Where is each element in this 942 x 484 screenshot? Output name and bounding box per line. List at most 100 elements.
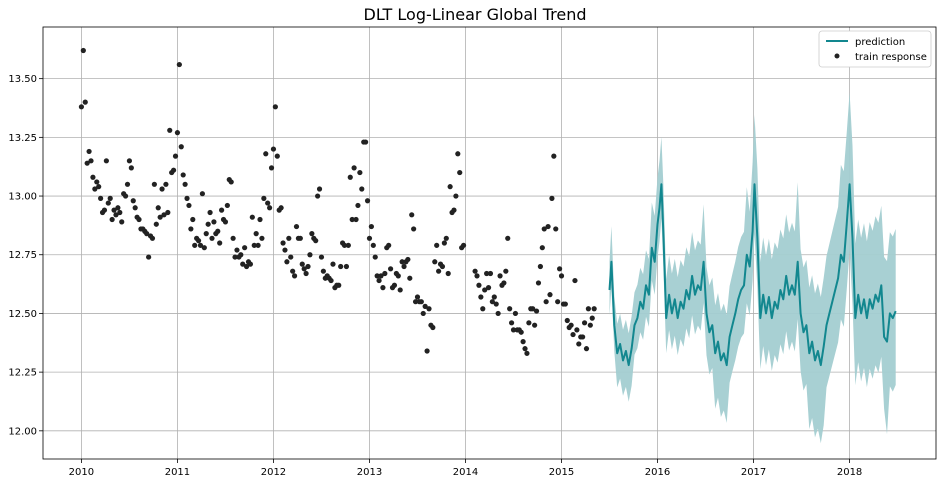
train-response-point — [107, 195, 113, 201]
train-response-point — [88, 158, 94, 164]
train-response-point — [86, 148, 92, 155]
train-response-point — [301, 266, 307, 272]
train-response-point — [443, 235, 449, 241]
train-response-point — [161, 212, 167, 218]
train-response-point — [128, 165, 134, 171]
legend-prediction-label: prediction — [855, 37, 905, 48]
train-response-point — [105, 200, 111, 206]
train-response-point — [545, 223, 551, 230]
train-response-point — [282, 247, 288, 253]
train-response-point — [101, 207, 108, 213]
train-response-point — [474, 273, 480, 279]
train-response-point — [420, 310, 426, 317]
train-response-point — [265, 200, 271, 206]
x-tick-label: 2014 — [453, 467, 478, 478]
x-tick-label: 2011 — [165, 467, 190, 478]
train-response-point — [280, 240, 286, 246]
train-response-point — [195, 238, 202, 244]
train-response-point — [263, 151, 269, 157]
train-response-point — [272, 104, 278, 110]
train-response-point — [313, 238, 319, 244]
train-response-point — [489, 299, 495, 305]
train-response-point — [424, 348, 430, 354]
train-response-point — [387, 266, 394, 272]
train-response-point — [432, 259, 438, 265]
train-response-point — [178, 144, 184, 150]
train-response-point — [119, 219, 125, 225]
train-response-point — [176, 61, 182, 68]
train-response-point — [126, 158, 133, 164]
train-response-point — [203, 231, 209, 237]
train-response-point — [510, 327, 517, 333]
train-response-point — [547, 292, 553, 298]
train-response-point — [80, 47, 86, 54]
train-response-point — [395, 273, 401, 279]
train-response-point — [480, 306, 486, 312]
train-response-point — [146, 254, 152, 260]
train-response-point — [376, 277, 382, 284]
train-response-point — [520, 339, 526, 345]
train-response-point — [209, 235, 215, 241]
train-response-point — [155, 205, 161, 211]
y-tick-label: 12.00 — [8, 426, 37, 437]
train-response-point — [242, 245, 248, 251]
train-response-point — [224, 202, 230, 209]
train-response-point — [124, 181, 131, 187]
train-response-point — [434, 242, 440, 248]
train-response-point — [453, 193, 459, 199]
train-response-point — [418, 299, 424, 305]
train-response-point — [103, 158, 109, 164]
train-response-point — [508, 320, 515, 326]
train-response-point — [297, 235, 303, 241]
train-response-point — [328, 277, 334, 284]
train-response-point — [184, 195, 190, 201]
train-response-point — [240, 261, 246, 267]
legend-train-label: train response — [855, 52, 927, 63]
train-response-point — [211, 219, 217, 225]
train-response-point — [503, 268, 509, 274]
train-response-point — [576, 341, 582, 347]
train-response-point — [149, 235, 156, 241]
train-response-point — [570, 331, 576, 338]
train-response-point — [457, 169, 463, 176]
train-response-point — [315, 193, 321, 199]
train-response-point — [386, 242, 392, 248]
train-response-point — [117, 209, 123, 216]
train-response-point — [555, 299, 561, 305]
train-response-point — [436, 268, 442, 274]
y-tick-label: 12.50 — [8, 309, 37, 320]
legend: prediction train response — [818, 30, 932, 68]
plot-frame — [42, 26, 937, 460]
train-response-point — [96, 184, 102, 190]
train-response-point — [188, 226, 194, 232]
train-response-point — [288, 254, 294, 260]
train-response-point — [251, 242, 257, 248]
train-response-point — [228, 179, 234, 185]
train-response-point — [199, 191, 205, 197]
train-response-point — [370, 242, 376, 248]
x-tick-label: 2010 — [69, 467, 94, 478]
prediction-line — [608, 183, 897, 367]
train-response-point — [182, 181, 188, 187]
train-response-point — [532, 322, 538, 328]
train-response-point — [512, 310, 519, 317]
train-response-point — [549, 195, 555, 201]
train-response-point — [284, 259, 290, 265]
train-response-point — [259, 235, 265, 241]
train-response-point — [591, 306, 597, 312]
train-response-point — [132, 205, 138, 211]
train-response-point — [338, 263, 344, 270]
train-response-point — [94, 179, 100, 185]
train-response-point — [303, 270, 309, 277]
train-response-point — [472, 268, 478, 274]
train-response-point — [136, 216, 142, 223]
train-response-point — [363, 139, 369, 145]
train-response-point — [267, 205, 273, 211]
y-tick-label: 13.00 — [8, 192, 37, 203]
train-response-point — [159, 186, 165, 192]
train-response-point — [568, 322, 574, 328]
train-response-point — [539, 245, 545, 251]
y-tick-label: 13.25 — [8, 133, 37, 144]
train-response-point — [217, 240, 223, 246]
